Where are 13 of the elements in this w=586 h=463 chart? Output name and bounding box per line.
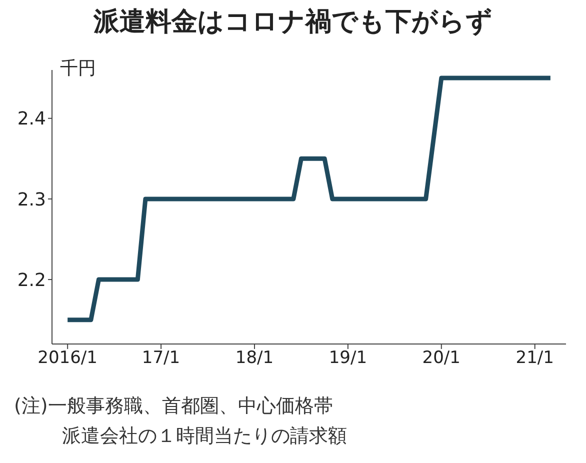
x-tick-label: 2016/1	[38, 348, 98, 368]
text: 派遣会社の１時間当たりの請求額	[62, 424, 347, 449]
chart-title: 派遣料金はコロナ禍でも下がらず	[92, 6, 494, 39]
x-tick-label: 19/1	[328, 348, 368, 368]
y-tick-label: 2.3	[17, 189, 46, 210]
y-axis-title: 千円	[60, 57, 96, 80]
x-tick-label: 20/1	[422, 348, 460, 368]
x-tick-label: 21/1	[516, 348, 554, 368]
x-tick-label: 18/1	[235, 348, 274, 368]
y-tick-label: 2.4	[17, 108, 46, 130]
x-tick-label: 17/1	[142, 348, 180, 368]
text: (注)一般事務職、首都圏、中心価格帯	[14, 394, 333, 419]
y-tick-label: 2.2	[17, 270, 46, 291]
